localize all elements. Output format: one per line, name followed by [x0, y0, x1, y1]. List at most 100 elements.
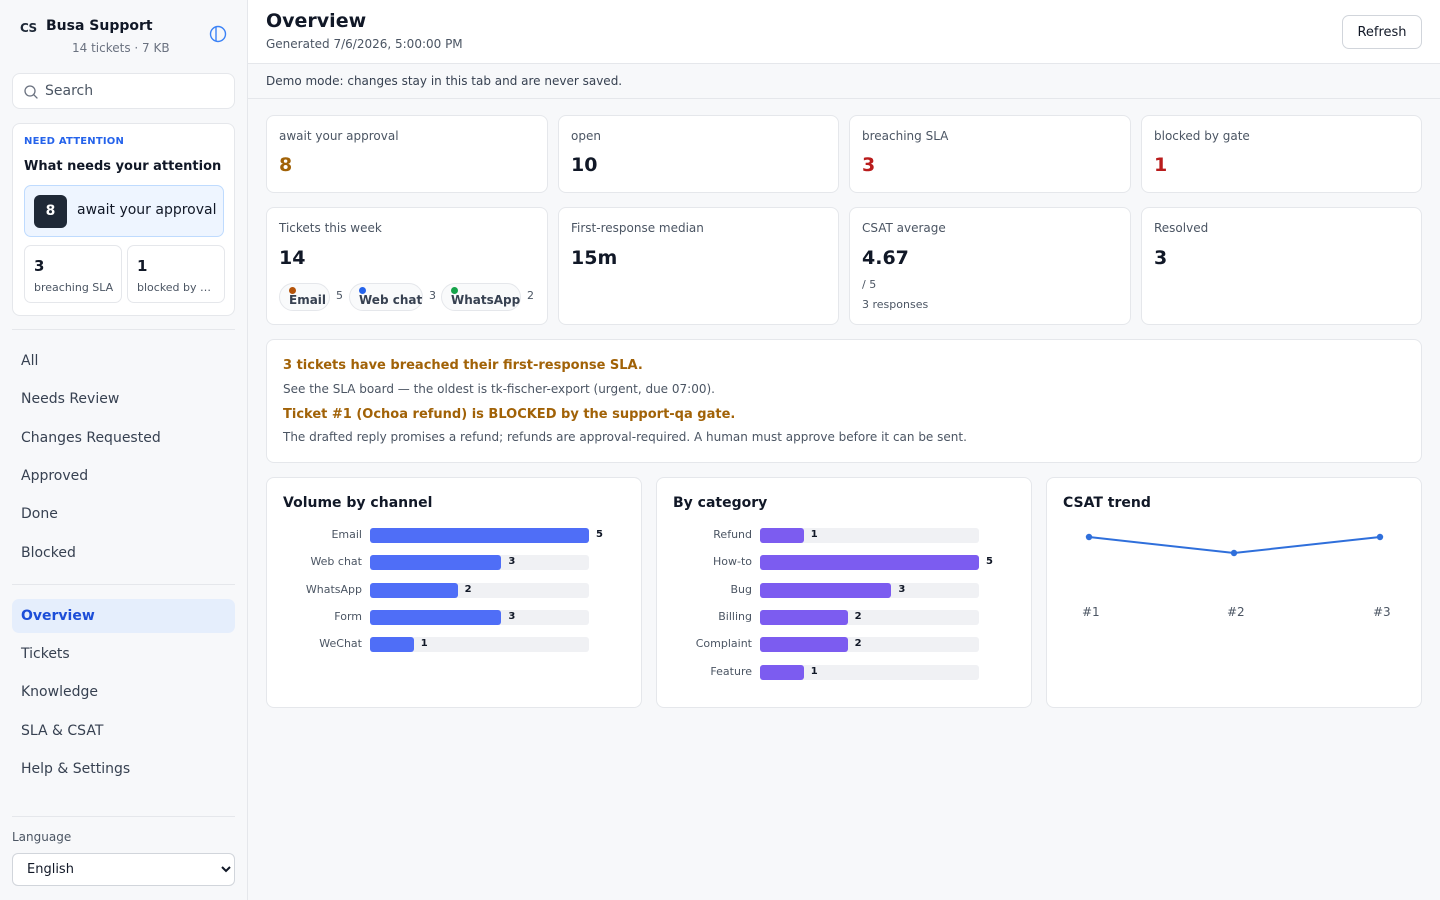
- channel-dot: [359, 287, 366, 294]
- bar[interactable]: [760, 555, 979, 571]
- breaching-sla-count: 3: [34, 257, 45, 275]
- demo-mode-banner: Demo mode: changes stay in this tab and …: [248, 64, 1440, 99]
- bar-category-label: Billing: [718, 609, 752, 623]
- bar-row: Billing 2: [657, 609, 1031, 627]
- search-icon: [23, 84, 39, 100]
- nav-tickets[interactable]: Tickets: [21, 646, 70, 662]
- bar-value-label: 5: [596, 529, 603, 540]
- breaching-sla-card[interactable]: 3 breaching SLA: [24, 245, 122, 303]
- blocked-gate-card[interactable]: 1 blocked by gate: [127, 245, 225, 303]
- nav-filter-changes-requested[interactable]: Changes Requested: [21, 430, 161, 446]
- bar[interactable]: [370, 609, 502, 625]
- stat-card-tickets-week: Tickets this week 14 Email 5 Web chat 3 …: [266, 207, 548, 325]
- bar[interactable]: [760, 609, 848, 625]
- search-box[interactable]: [12, 73, 235, 109]
- channel-chip-web-chat[interactable]: Web chat: [349, 283, 423, 311]
- approval-label: await your approval: [77, 202, 217, 218]
- bar-value-label: 1: [810, 529, 818, 540]
- stat-value: 3: [1154, 247, 1168, 269]
- stat-card-resolved: Resolved 3: [1141, 207, 1422, 325]
- channel-dot: [289, 287, 296, 294]
- generated-timestamp: Generated 7/6/2026, 5:00:00 PM: [266, 37, 463, 51]
- bar-row: Web chat 3: [267, 554, 641, 572]
- nav-filter-approved[interactable]: Approved: [21, 468, 89, 484]
- bar[interactable]: [760, 582, 892, 598]
- alert-body: The drafted reply promises a refund; ref…: [283, 430, 967, 444]
- blocked-gate-label: blocked by gate: [137, 281, 217, 294]
- bar-row: Bug 3: [657, 582, 1031, 600]
- channel-chip-label: WhatsApp: [451, 293, 521, 307]
- bar-value-label: 3: [508, 556, 516, 568]
- bar-value-label: 5: [986, 556, 993, 568]
- nav-knowledge[interactable]: Knowledge: [21, 684, 98, 700]
- bar[interactable]: [760, 664, 804, 680]
- page-title: Overview: [266, 10, 367, 32]
- nav-filter-needs-review[interactable]: Needs Review: [21, 391, 120, 407]
- search-input[interactable]: [45, 80, 225, 102]
- bar-track: [760, 582, 979, 598]
- page-header: Overview Generated 7/6/2026, 5:00:00 PM …: [248, 0, 1440, 64]
- sidebar-divider: [12, 816, 235, 817]
- nav-sla-csat[interactable]: SLA & CSAT: [21, 723, 104, 739]
- bar[interactable]: [370, 555, 502, 571]
- csat-trend-point[interactable]: [1085, 533, 1093, 541]
- await-approval-card[interactable]: 8 await your approval: [24, 185, 224, 237]
- x-tick-label: #1: [1082, 605, 1100, 619]
- bar-value-label: 1: [420, 638, 428, 650]
- channel-chip-count: 5: [336, 289, 343, 302]
- bar[interactable]: [760, 637, 848, 653]
- bar-row: Email 5: [267, 527, 641, 545]
- bar-category-label: WhatsApp: [305, 582, 362, 596]
- bar[interactable]: [760, 528, 804, 543]
- bar-value-label: 2: [464, 583, 472, 595]
- bar-track: [370, 609, 589, 625]
- attention-panel: NEED ATTENTION What needs your attention…: [12, 123, 235, 316]
- bar[interactable]: [370, 637, 414, 653]
- brand-subtitle: 14 tickets · 7 KB: [72, 41, 170, 55]
- stat-label: CSAT average: [862, 221, 946, 235]
- bar-track: [760, 555, 979, 571]
- bar-track: [370, 637, 589, 653]
- stat-card-blocked-gate[interactable]: blocked by gate 1: [1141, 115, 1422, 193]
- stat-label: Resolved: [1154, 221, 1209, 235]
- nav-filter-all[interactable]: All: [21, 353, 39, 369]
- alert-title: Ticket #1 (Ochoa refund) is BLOCKED by t…: [283, 407, 736, 422]
- stat-label: breaching SLA: [862, 129, 949, 143]
- channel-chip-whatsapp[interactable]: WhatsApp: [441, 283, 521, 311]
- csat-trend-point[interactable]: [1376, 533, 1384, 541]
- chart-by-category: By category Refund 1 How-to 5 Bug 3 Billing 2 Co…: [656, 477, 1032, 708]
- stat-value: 4.67: [862, 247, 909, 269]
- stat-value: 1: [1154, 154, 1168, 176]
- channel-chip-label: Web chat: [359, 293, 423, 307]
- brand-logo: CS: [20, 21, 37, 35]
- csat-trend-point[interactable]: [1230, 549, 1238, 557]
- stat-value: 8: [279, 154, 293, 176]
- sidebar-toggle-icon[interactable]: [208, 24, 228, 44]
- bar-category-label: Feature: [710, 664, 752, 678]
- bar-category-label: Form: [334, 609, 362, 623]
- nav-filter-blocked[interactable]: Blocked: [21, 545, 76, 561]
- brand-name: Busa Support: [46, 18, 153, 34]
- bar-row: Feature 1: [657, 664, 1031, 682]
- x-tick-label: #2: [1227, 605, 1245, 619]
- alert-body: See the SLA board — the oldest is tk-fis…: [283, 382, 715, 396]
- stat-card-open[interactable]: open 10: [558, 115, 839, 193]
- stat-label: Tickets this week: [279, 221, 382, 235]
- bar[interactable]: [370, 528, 589, 543]
- bar-row: WhatsApp 2: [267, 582, 641, 600]
- language-select[interactable]: English: [12, 853, 235, 886]
- nav-filter-done[interactable]: Done: [21, 506, 58, 522]
- channel-chip-email[interactable]: Email: [279, 283, 330, 311]
- bar-category-label: Web chat: [310, 555, 362, 569]
- stat-card-await-approval[interactable]: await your approval 8: [266, 115, 548, 193]
- refresh-button[interactable]: Refresh: [1342, 15, 1422, 49]
- nav-overview[interactable]: Overview: [12, 599, 235, 633]
- channel-chip-label: Email: [289, 293, 327, 307]
- nav-help-settings[interactable]: Help & Settings: [21, 761, 131, 777]
- bar-value-label: 2: [854, 638, 862, 650]
- bar[interactable]: [370, 582, 458, 598]
- stat-card-breaching-sla[interactable]: breaching SLA 3: [849, 115, 1131, 193]
- alert-title: 3 tickets have breached their first-resp…: [283, 358, 643, 373]
- bar-category-label: Complaint: [695, 637, 752, 651]
- sidebar-divider: [12, 329, 235, 330]
